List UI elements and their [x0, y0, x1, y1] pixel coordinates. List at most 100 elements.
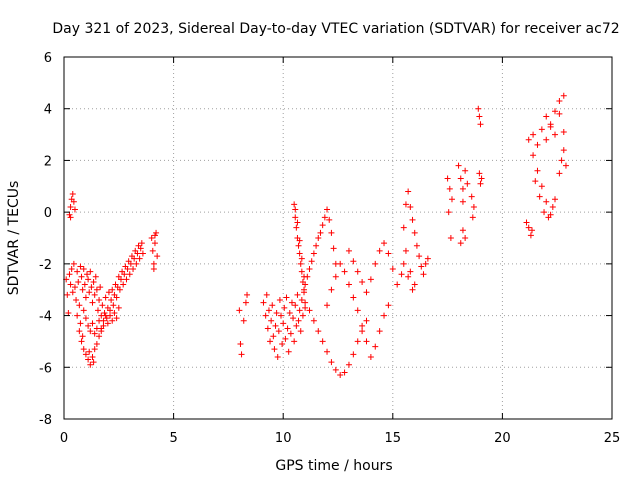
data-point — [549, 203, 556, 210]
data-point — [116, 286, 123, 293]
data-point — [477, 121, 484, 128]
data-point — [127, 260, 134, 267]
data-point — [345, 281, 352, 288]
data-point — [288, 299, 295, 306]
data-point — [91, 330, 98, 337]
data-point — [385, 302, 392, 309]
data-point — [85, 322, 92, 329]
data-point — [107, 307, 114, 314]
data-point — [154, 253, 161, 260]
x-tick-label: 20 — [494, 431, 511, 446]
data-point — [416, 253, 423, 260]
data-point — [263, 291, 270, 298]
data-point — [86, 289, 93, 296]
data-point — [278, 312, 285, 319]
data-point — [102, 294, 109, 301]
data-point — [82, 315, 89, 322]
data-point — [110, 302, 117, 309]
data-point — [82, 351, 89, 358]
data-point — [363, 338, 370, 345]
data-point — [405, 188, 412, 195]
data-point — [151, 232, 158, 239]
data-point — [238, 351, 245, 358]
data-point — [543, 198, 550, 205]
data-point — [85, 276, 92, 283]
data-point — [543, 113, 550, 120]
data-point — [103, 315, 110, 322]
data-point — [299, 312, 306, 319]
data-point — [71, 206, 78, 213]
data-point — [477, 180, 484, 187]
data-point — [354, 268, 361, 275]
data-point — [444, 175, 451, 182]
data-point — [328, 286, 335, 293]
data-point — [302, 281, 309, 288]
y-tick-label: 6 — [44, 51, 52, 66]
x-tick-labels: 0 5 10 15 20 25 — [60, 431, 620, 446]
data-point — [457, 240, 464, 247]
data-point — [89, 320, 96, 327]
data-point — [124, 266, 131, 273]
data-point — [315, 328, 322, 335]
axis-ticks — [63, 56, 613, 420]
data-point — [97, 284, 104, 291]
data-point — [87, 328, 94, 335]
data-point — [464, 180, 471, 187]
data-point — [413, 242, 420, 249]
data-point — [400, 260, 407, 267]
data-point — [123, 276, 130, 283]
data-point — [286, 309, 293, 316]
data-point — [244, 291, 251, 298]
data-point — [133, 260, 140, 267]
data-point — [324, 206, 331, 213]
data-point — [107, 312, 114, 319]
data-point — [297, 260, 304, 267]
data-point — [294, 219, 301, 226]
data-point — [79, 333, 86, 340]
data-point — [330, 245, 337, 252]
data-point — [76, 328, 83, 335]
data-point — [321, 214, 328, 221]
data-point — [422, 260, 429, 267]
data-point — [111, 309, 118, 316]
data-point — [376, 247, 383, 254]
data-point — [295, 317, 302, 324]
data-point — [295, 242, 302, 249]
data-point — [70, 198, 77, 205]
y-tick-label: 2 — [44, 154, 52, 169]
data-point — [292, 302, 299, 309]
data-point — [66, 211, 73, 218]
data-point — [138, 240, 145, 247]
data-point — [296, 237, 303, 244]
data-point — [308, 258, 315, 265]
x-tick-label: 10 — [275, 431, 292, 446]
data-point — [150, 266, 157, 273]
data-point — [470, 203, 477, 210]
data-point — [130, 266, 137, 273]
data-point — [536, 193, 543, 200]
data-point — [67, 203, 74, 210]
data-point — [545, 214, 552, 221]
data-point — [317, 229, 324, 236]
data-point — [78, 273, 85, 280]
data-point — [96, 333, 103, 340]
data-point — [363, 317, 370, 324]
data-point — [285, 348, 292, 355]
data-point — [328, 359, 335, 366]
data-point — [462, 235, 469, 241]
data-point — [328, 229, 335, 236]
data-point — [93, 341, 100, 348]
data-point — [532, 178, 539, 185]
data-point — [96, 297, 103, 304]
data-point — [359, 278, 366, 285]
data-point — [538, 126, 545, 133]
data-point — [292, 214, 299, 221]
data-point — [274, 353, 281, 360]
data-point — [324, 302, 331, 309]
data-point — [530, 152, 537, 159]
data-point — [88, 284, 95, 291]
data-point — [73, 297, 80, 304]
data-point — [293, 322, 300, 329]
data-point — [478, 175, 485, 182]
data-point — [381, 312, 388, 319]
